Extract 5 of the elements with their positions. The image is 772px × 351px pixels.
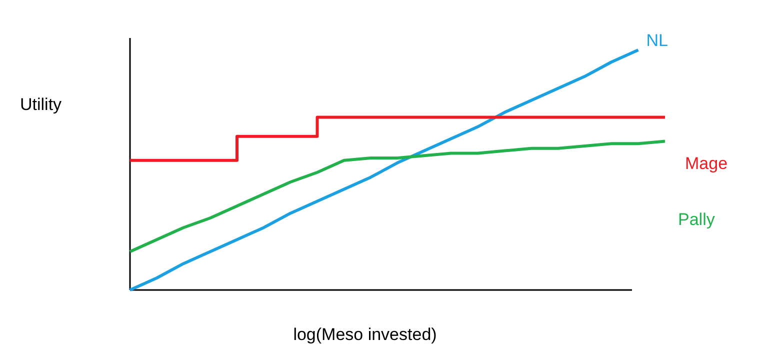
series-label: NL — [646, 31, 668, 50]
x-axis-title: log(Meso invested) — [293, 325, 437, 344]
text: Pally — [678, 210, 716, 230]
text: Mage — [685, 154, 728, 174]
y-axis-title: Utility — [20, 95, 62, 114]
